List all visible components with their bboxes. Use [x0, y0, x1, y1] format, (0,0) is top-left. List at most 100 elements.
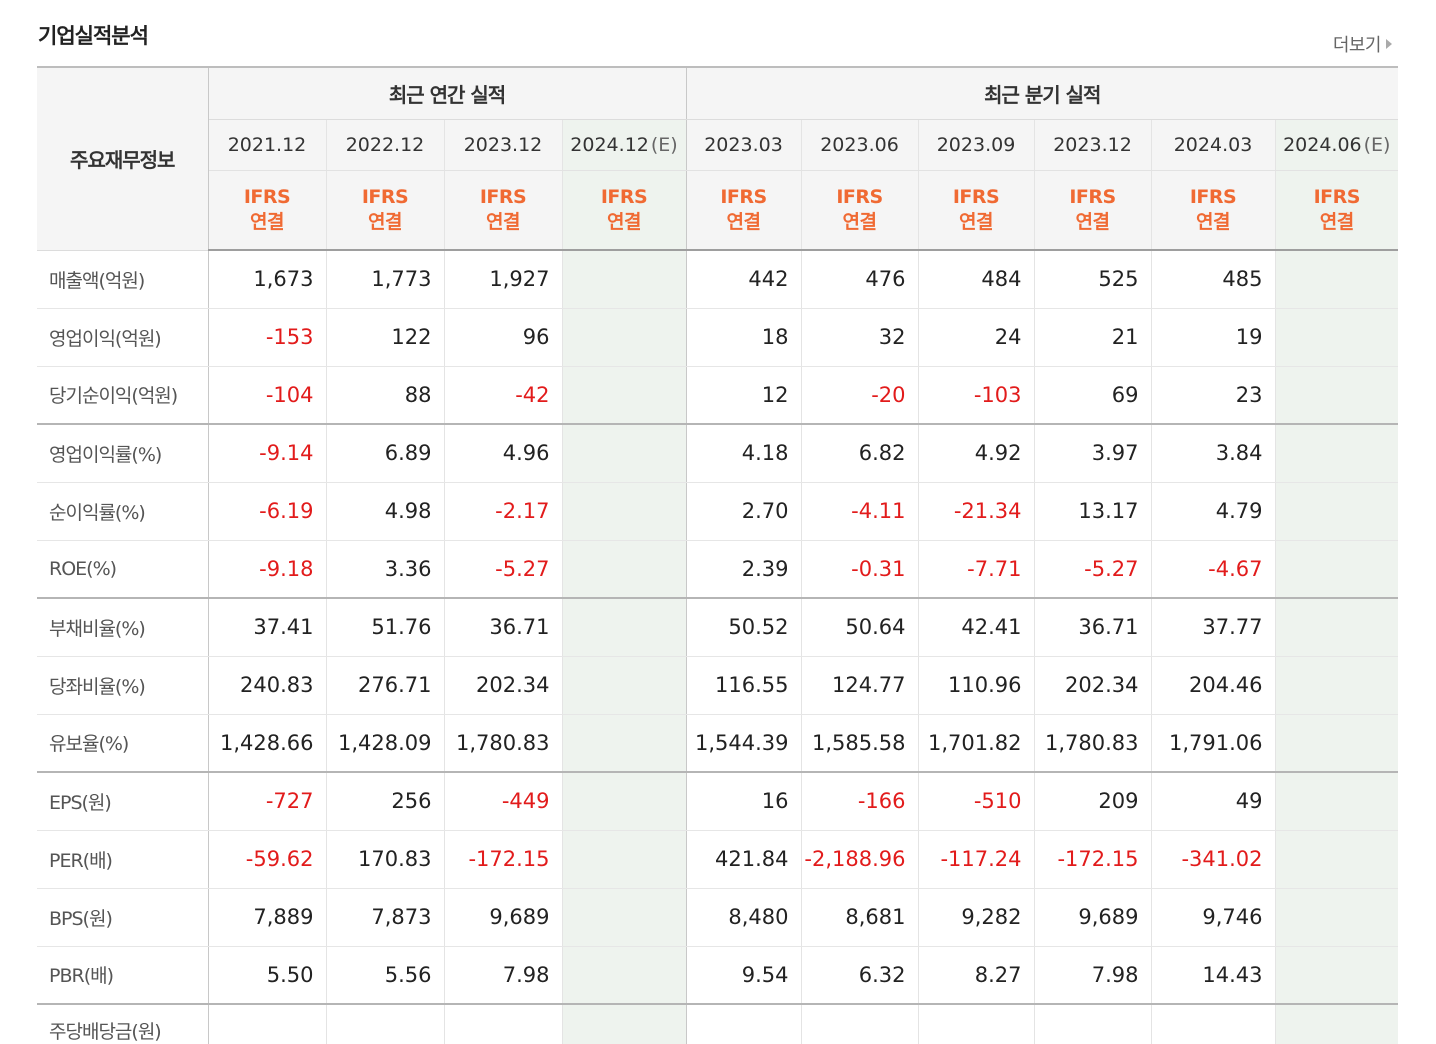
table-cell: 1,780.83 [1033, 714, 1152, 773]
table-cell: 5.56 [325, 946, 444, 1005]
row-label: 순이익률(%) [37, 482, 209, 541]
table-cell: 276.71 [325, 656, 444, 715]
table-cell [1274, 424, 1399, 483]
more-link-label: 더보기 [1332, 35, 1382, 56]
header-period-row: 2021.12 2022.12 2023.12 2024.12 (E) 2023.03 20… [37, 119, 1399, 171]
table-row: 부채비율(%) 37.41 51.76 36.71 50.52 50.64 42.41 36.… [37, 598, 1399, 657]
header-group-row: 주요재무정보 최근 연간 실적 최근 분기 실적 [37, 66, 1399, 251]
table-cell: -172.15 [1033, 830, 1152, 889]
table-cell [1274, 772, 1399, 831]
table-cell [561, 540, 687, 599]
table-cell: 7.98 [443, 946, 562, 1005]
table-cell: 204.46 [1150, 656, 1276, 715]
table-cell: 88 [325, 366, 444, 425]
table-cell: -166 [800, 772, 919, 831]
header-group-quarterly: 최근 분기 실적 [685, 66, 1399, 120]
consolidation-basis: 연결 [959, 210, 993, 233]
table-cell: 1,791.06 [1150, 714, 1276, 773]
table-cell: 4.96 [443, 424, 562, 483]
table-row: PBR(배) 5.50 5.56 7.98 9.54 6.32 8.27 7.98 14.43 [37, 946, 1399, 1005]
table-cell: 116.55 [685, 656, 802, 715]
table-cell: 96 [443, 308, 562, 367]
accounting-standard: IFRS [361, 185, 409, 208]
row-label: PER(배) [37, 830, 209, 889]
table-cell: 69 [1033, 366, 1152, 425]
accounting-standard: IFRS [720, 185, 767, 208]
table-cell [561, 308, 687, 367]
table-cell: -21.34 [917, 482, 1035, 541]
table-cell: -117.24 [917, 830, 1035, 889]
basis-header: IFRS 연결 [685, 170, 802, 251]
table-row: 유보율(%) 1,428.66 1,428.09 1,780.83 1,544.39 1,… [37, 714, 1399, 773]
table-row: 주당배당금(원) [37, 1004, 1399, 1044]
table-cell [1274, 482, 1399, 541]
table-cell [685, 1004, 802, 1044]
table-cell: 9,689 [1033, 888, 1152, 947]
table-cell [917, 1004, 1035, 1044]
table-cell: 24 [917, 308, 1035, 367]
table-cell: 18 [685, 308, 802, 367]
table-cell: 256 [325, 772, 444, 831]
consolidation-basis: 연결 [842, 210, 877, 233]
period-date: 2023.03 [704, 133, 783, 156]
table-cell: -4.67 [1150, 540, 1276, 599]
table-row: 순이익률(%) -6.19 4.98 -2.17 2.70 -4.11 -21.34 13.1… [37, 482, 1399, 541]
consolidation-basis: 연결 [250, 210, 284, 233]
table-cell: 32 [800, 308, 919, 367]
table-cell: 5.50 [208, 946, 326, 1005]
table-row: EPS(원) -727 256 -449 16 -166 -510 209 49 [37, 772, 1399, 831]
period-header: 2023.12 [443, 119, 562, 171]
table-cell: 36.71 [1033, 598, 1152, 657]
table-cell [1274, 540, 1399, 599]
corner-label: 주요재무정보 [37, 66, 209, 251]
table-cell: 9.54 [685, 946, 802, 1005]
period-date: 2021.12 [227, 133, 307, 156]
table-cell: -5.27 [443, 540, 562, 599]
accounting-standard: IFRS [1069, 185, 1116, 208]
consolidation-basis: 연결 [1319, 210, 1354, 233]
table-cell: 49 [1150, 772, 1276, 831]
table-cell [443, 1004, 562, 1044]
table-cell: 2.70 [685, 482, 802, 541]
estimate-marker: (E) [1363, 133, 1391, 156]
row-label: EPS(원) [37, 772, 209, 831]
table-cell [1274, 888, 1399, 947]
row-label: 주당배당금(원) [37, 1004, 209, 1044]
table-cell: 1,673 [208, 250, 326, 309]
basis-header: IFRS 연결 [443, 170, 562, 251]
table-cell [1274, 250, 1399, 309]
table-cell [1274, 946, 1399, 1005]
table-cell [561, 772, 687, 831]
table-cell: 12 [685, 366, 802, 425]
row-label: 매출액(억원) [37, 250, 209, 309]
row-label: 당좌비율(%) [37, 656, 209, 715]
table-cell: 6.32 [800, 946, 919, 1005]
table-cell: 240.83 [208, 656, 326, 715]
period-header: 2023.06 [800, 119, 919, 171]
more-link[interactable]: 더보기 [1333, 31, 1392, 57]
table-cell: 19 [1150, 308, 1276, 367]
table-cell: 23 [1150, 366, 1276, 425]
table-cell: 110.96 [917, 656, 1035, 715]
basis-header: IFRS 연결 [208, 170, 326, 251]
table-cell [561, 366, 687, 425]
table-cell: 6.82 [800, 424, 919, 483]
table-cell: 8,681 [800, 888, 919, 947]
row-label: 영업이익(억원) [37, 308, 209, 367]
period-date: 2022.12 [345, 133, 425, 156]
table-cell: 1,428.66 [208, 714, 326, 773]
table-cell: 3.97 [1033, 424, 1152, 483]
table-cell: -59.62 [208, 830, 326, 889]
table-cell [1274, 598, 1399, 657]
table-row: 당기순이익(억원) -104 88 -42 12 -20 -103 69 23 [37, 366, 1399, 425]
table-cell: 202.34 [443, 656, 562, 715]
table-cell: -20 [800, 366, 919, 425]
table-cell [561, 424, 687, 483]
period-date: 2023.12 [1053, 133, 1132, 156]
basis-header: IFRS 연결 [1033, 170, 1152, 251]
table-cell [561, 830, 687, 889]
table-cell: -6.19 [208, 482, 326, 541]
row-label: 유보율(%) [37, 714, 209, 773]
table-cell: 2.39 [685, 540, 802, 599]
table-cell: 3.84 [1150, 424, 1276, 483]
